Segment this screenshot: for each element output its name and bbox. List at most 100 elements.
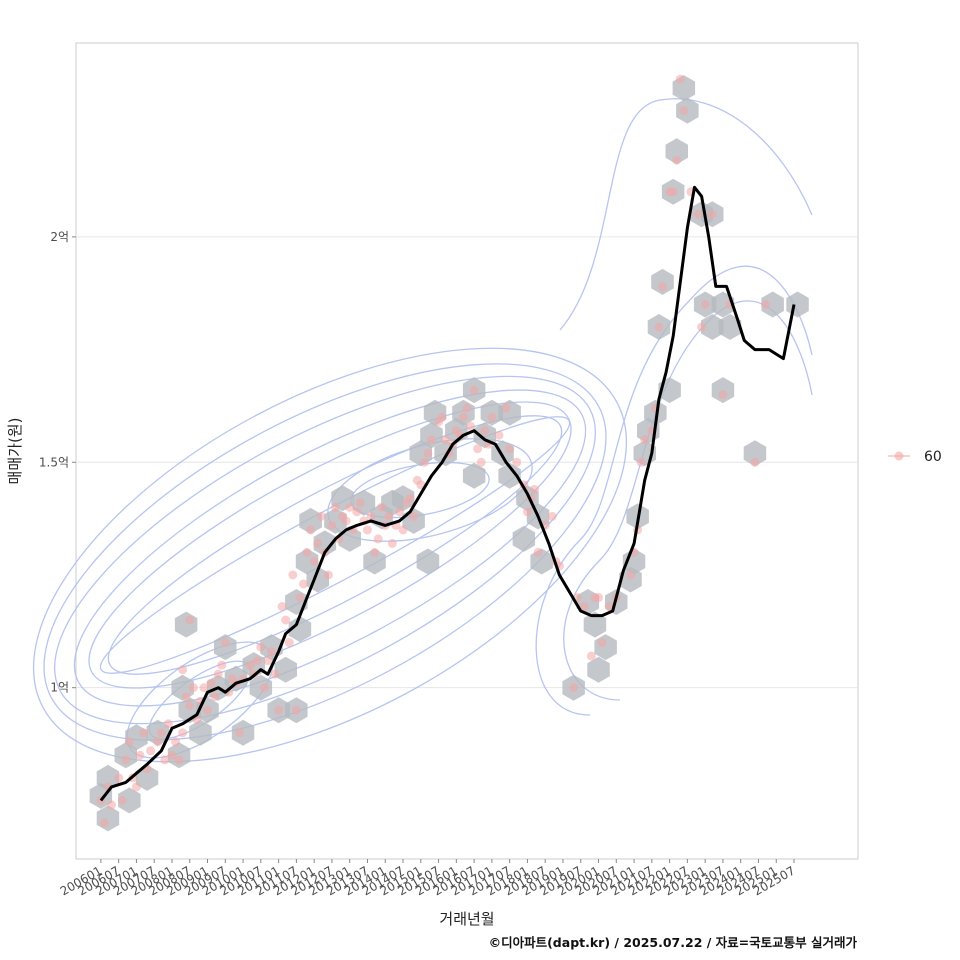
hexbin-cell [718, 314, 742, 340]
price-point [99, 818, 109, 828]
price-point [174, 755, 184, 765]
price-point [206, 678, 216, 688]
price-point [416, 480, 426, 490]
price-point [309, 556, 319, 566]
density-contour [43, 363, 607, 741]
x-axis-ticks: 2006012006072007012007072008012008072009… [58, 859, 798, 899]
price-point [352, 507, 362, 517]
price-point [345, 502, 355, 512]
density-contour [88, 401, 572, 689]
price-point [419, 457, 429, 467]
density-contour [535, 265, 813, 716]
price-point [441, 435, 451, 445]
price-point [366, 511, 376, 521]
price-point [423, 448, 433, 458]
hexbin-cell [761, 291, 784, 318]
price-point [658, 281, 667, 291]
hexbin-cell [420, 422, 443, 449]
price-point [579, 602, 589, 612]
density-contour [32, 347, 628, 763]
price-point [547, 511, 557, 521]
hexbin-cell [743, 440, 767, 467]
price-point [487, 412, 497, 422]
price-point [480, 426, 490, 436]
price-point [160, 755, 170, 765]
price-point [533, 547, 543, 557]
hexbin-cell [167, 742, 191, 769]
hexbin-cell [313, 530, 337, 557]
price-point [473, 444, 483, 454]
hexbin-cell [118, 787, 141, 814]
price-point [121, 755, 131, 765]
price-point [626, 570, 636, 580]
legend: 60 [888, 449, 942, 465]
price-point [185, 615, 195, 625]
source-caption: ©디아파트(dapt.kr) / 2025.07.22 / 자료=국토교통부 실… [489, 935, 858, 950]
price-point [654, 322, 664, 332]
price-point [469, 385, 479, 395]
price-point [277, 602, 287, 612]
hexbin-cell [288, 616, 312, 643]
legend-key-point [894, 451, 904, 461]
price-point [707, 209, 717, 219]
price-point [668, 187, 678, 197]
hexbin-cell [189, 719, 212, 746]
price-point [327, 520, 337, 530]
price-point [124, 737, 134, 747]
price-point [131, 782, 141, 792]
legend-label: 60 [924, 449, 942, 465]
price-point [377, 502, 387, 512]
density-contour [559, 98, 813, 331]
price-point [313, 538, 323, 548]
price-point [330, 502, 340, 512]
price-point [245, 660, 255, 670]
price-points [96, 74, 771, 828]
price-point [522, 507, 532, 517]
density-contour [73, 389, 587, 707]
price-point [426, 435, 436, 445]
price-point [341, 516, 351, 526]
price-point [636, 457, 646, 467]
price-point [284, 638, 294, 648]
hexbin-cell [299, 507, 322, 534]
price-point [586, 651, 596, 661]
hexbin-cell [644, 399, 667, 426]
hexbin-cell [135, 764, 159, 791]
price-point [181, 692, 191, 702]
y-axis-title: 매매가(원) [6, 418, 24, 485]
price-point [594, 593, 604, 603]
price-point [263, 656, 273, 666]
y-tick-label: 1억 [50, 681, 69, 695]
price-point [270, 669, 280, 679]
price-point [316, 511, 326, 521]
price-point [672, 155, 682, 165]
price-point [458, 412, 468, 422]
hexbin-cell [114, 742, 137, 769]
hexbin-cell [363, 548, 386, 575]
price-point [750, 457, 760, 467]
price-point [199, 683, 209, 693]
trend-line [99, 185, 796, 802]
price-point [146, 746, 156, 756]
price-point [761, 299, 771, 309]
price-point [494, 430, 504, 440]
price-point [117, 795, 127, 805]
price-point [530, 484, 540, 494]
hexbin-cell [462, 462, 486, 489]
hexbin-cell [583, 611, 607, 638]
price-point [362, 525, 372, 535]
hexbin-cell [512, 525, 536, 552]
price-point [267, 647, 276, 657]
price-point [437, 412, 447, 422]
price-point [163, 719, 173, 729]
price-point [188, 683, 198, 693]
price-point [466, 421, 476, 431]
y-axis-ticks: 1억 1.5억 2억 [39, 230, 76, 695]
density-contour [54, 375, 596, 725]
hexbin-cell [651, 268, 674, 295]
price-point [203, 705, 213, 715]
price-point [288, 570, 298, 580]
price-point [462, 403, 472, 413]
price-point [295, 593, 305, 603]
